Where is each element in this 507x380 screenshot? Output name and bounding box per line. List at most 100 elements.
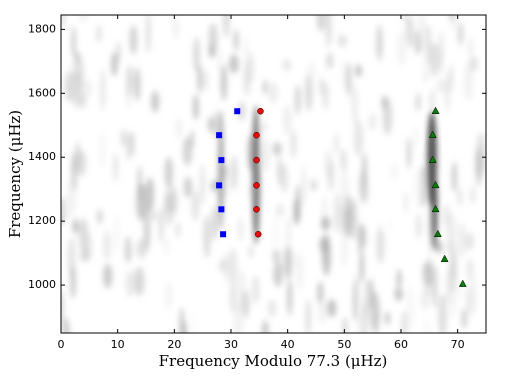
noise-blob (237, 101, 246, 122)
noise-blob (125, 135, 132, 162)
noise-blob (113, 152, 118, 182)
noise-blob (233, 301, 244, 333)
noise-blob (354, 64, 363, 77)
noise-blob (244, 35, 249, 77)
ridge (252, 105, 260, 245)
noise-blob (357, 311, 366, 333)
noise-blob (102, 263, 113, 289)
noise-blob (143, 207, 151, 252)
point (216, 182, 223, 189)
noise-blob (465, 286, 473, 318)
noise-blob (150, 90, 160, 113)
noise-blob (182, 136, 193, 167)
noise-blob (423, 269, 429, 298)
noise-blob (301, 165, 307, 207)
noise-blob (467, 37, 474, 57)
x-tick-label: 40 (281, 338, 295, 351)
noise-blob (438, 293, 448, 333)
noise-blob (376, 24, 383, 62)
noise-blob (340, 230, 348, 268)
noise-blob (413, 168, 423, 208)
noise-blob (203, 214, 211, 259)
noise-blob (233, 29, 240, 52)
noise-blob (306, 299, 311, 333)
noise-blob (337, 34, 348, 47)
y-tick-label: 1400 (28, 150, 56, 163)
noise-blob (189, 308, 198, 333)
noise-blob (70, 265, 76, 299)
point (254, 230, 262, 238)
noise-blob (417, 15, 427, 40)
noise-blob (150, 209, 158, 222)
noise-blob (457, 222, 467, 258)
y-tick-label: 1200 (28, 214, 56, 227)
noise-blob (357, 241, 362, 256)
noise-blob (125, 270, 135, 298)
noise-blob (199, 163, 206, 205)
noise-blob (326, 299, 337, 318)
noise-blob (469, 185, 476, 205)
noise-blob (319, 235, 329, 254)
noise-blob (62, 318, 70, 333)
x-tick-label: 20 (167, 338, 181, 351)
noise-blob (396, 269, 402, 288)
point (440, 254, 449, 262)
x-tick-label: 10 (111, 338, 125, 351)
noise-blob (327, 159, 335, 192)
noise-blob (429, 88, 436, 114)
noise-blob (163, 236, 170, 257)
noise-blob (175, 221, 180, 238)
noise-blob (320, 216, 331, 231)
noise-blob (169, 186, 178, 215)
noise-blob (96, 209, 104, 225)
noise-blob (193, 36, 201, 73)
noise-blob (263, 79, 268, 95)
noise-blob (164, 281, 173, 310)
noise-blob (457, 186, 463, 207)
noise-blob (272, 142, 282, 156)
noise-blob (415, 213, 422, 239)
noise-blob (61, 290, 64, 326)
noise-blob (353, 120, 364, 157)
noise-blob (78, 15, 88, 23)
noise-blob (333, 192, 340, 234)
noise-blob (445, 72, 450, 113)
noise-blob (295, 253, 304, 290)
noise-blob (116, 41, 121, 63)
noise-blob (294, 84, 301, 115)
noise-blob (351, 85, 358, 126)
noise-blob (75, 139, 80, 165)
noise-blob (203, 69, 209, 92)
noise-blob (382, 97, 393, 135)
noise-blob (96, 24, 102, 44)
noise-blob (431, 264, 438, 308)
noise-blob (362, 278, 372, 318)
y-tick-label: 1000 (28, 278, 56, 291)
point (428, 155, 437, 163)
noise-blob (316, 281, 324, 305)
x-axis-label: Frequency Modulo 77.3 (μHz) (159, 352, 388, 370)
noise-blob (207, 116, 216, 133)
noise-blob (228, 54, 239, 74)
noise-blob (211, 205, 218, 241)
noise-blob (125, 66, 132, 111)
noise-blob (275, 203, 284, 218)
point (218, 157, 225, 164)
noise-blob (305, 72, 313, 112)
noise-blob (286, 278, 293, 316)
noise-blob (241, 290, 250, 319)
noise-blob (401, 15, 409, 24)
noise-blob (208, 44, 214, 59)
noise-blob (272, 216, 279, 252)
noise-blob (283, 245, 293, 279)
ridge (218, 110, 224, 230)
noise-blob (273, 260, 283, 288)
noise-blob (422, 317, 432, 333)
noise-blob (463, 61, 474, 102)
noise-blob (309, 179, 318, 192)
noise-blob (129, 24, 138, 55)
noise-blob (406, 137, 412, 170)
noise-blob (290, 128, 297, 159)
noise-blob (99, 68, 106, 111)
noise-blob (272, 249, 281, 263)
